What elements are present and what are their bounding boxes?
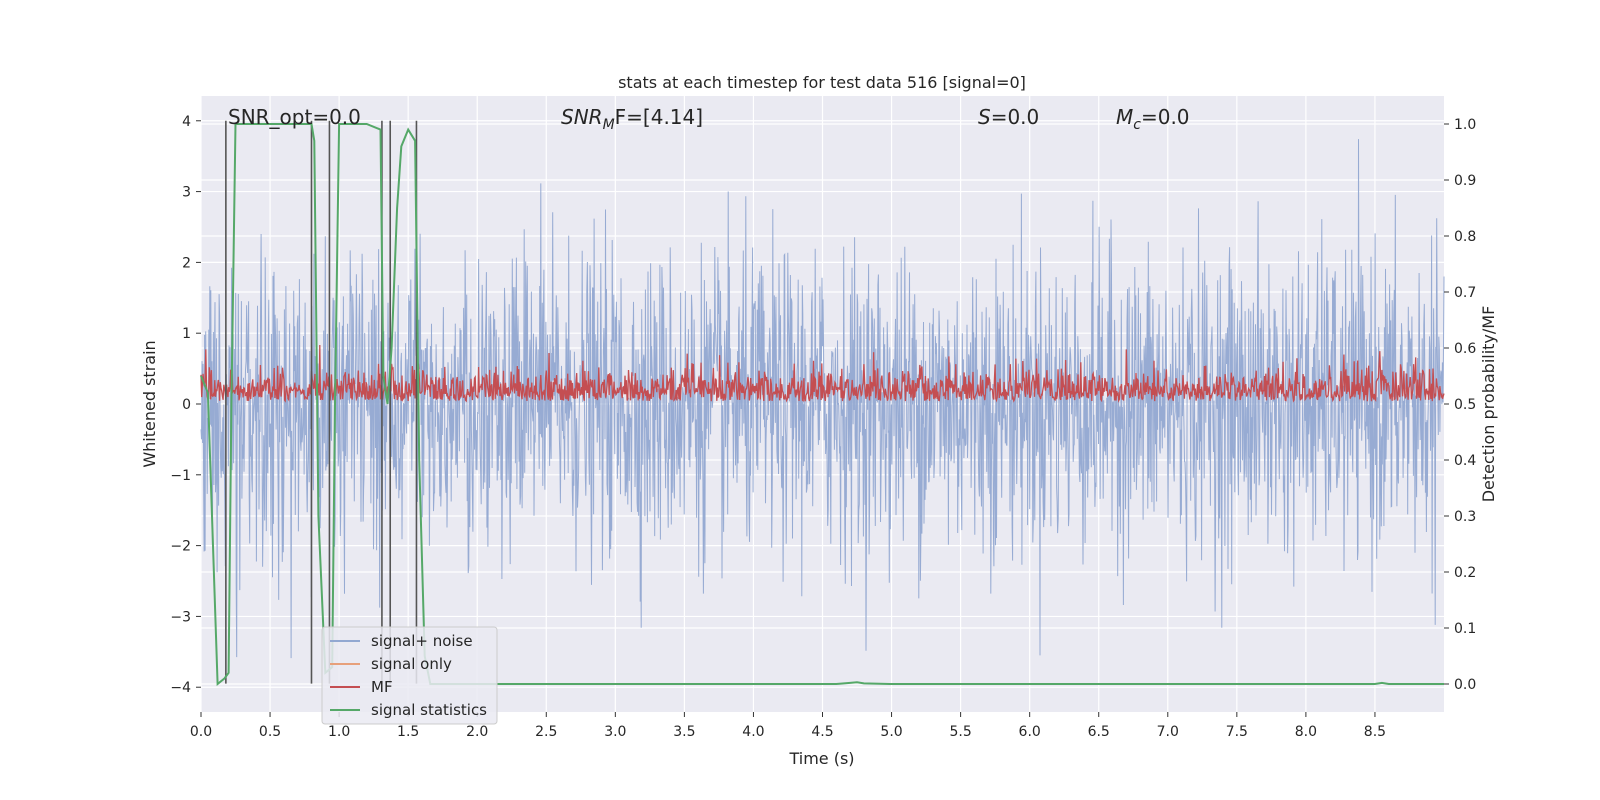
x-tick-label: 0.0 [190,724,212,740]
y-right-tick-label: 0.7 [1454,285,1476,301]
x-tick-label: 4.5 [811,724,833,740]
y-right-tick-label: 0.5 [1454,397,1476,413]
x-tick-label: 7.5 [1226,724,1248,740]
y-left-tick-label: −1 [170,468,191,484]
annotation-snr-mf-sub: M [603,117,615,133]
series-mf [200,344,1445,403]
legend-label-signal-statistics: signal statistics [371,701,487,719]
legend-label-signal-noise: signal+ noise [371,632,473,650]
x-axis-label: Time (s) [788,749,854,768]
legend-label-signal-only: signal only [371,655,452,673]
annotation-snr-mf-rest: F=[4.14] [615,105,703,129]
x-tick-label: 4.0 [742,724,764,740]
y-left-tick-label: −4 [170,680,191,696]
annotation-s-var: S [978,105,991,129]
y-axis-label-left: Whitened strain [140,340,159,467]
y-left-tick-label: 4 [182,114,191,130]
x-tick-label: 8.5 [1364,724,1386,740]
x-tick-label: 6.5 [1088,724,1110,740]
series-signal-noise [200,139,1445,659]
y-right-tick-label: 0.3 [1454,509,1476,525]
x-tick-label: 7.0 [1157,724,1179,740]
y-left-tick-label: 3 [182,185,191,201]
legend: signal+ noise signal only MF signal stat… [321,626,498,725]
grid [200,96,1444,712]
x-tick-label: 2.0 [466,724,488,740]
annotation-snr-mf-main: SNR [561,105,603,129]
x-tick-label: 1.0 [328,724,350,740]
noise-trace [200,139,1445,659]
x-tick-label: 3.0 [604,724,626,740]
x-tick-label: 8.0 [1295,724,1317,740]
annotation-mc-sub: c [1133,117,1141,133]
chart-title: stats at each timestep for test data 516… [618,73,1026,92]
y-right-tick-label: 0.0 [1454,677,1476,693]
x-tick-label: 1.5 [397,724,419,740]
y-right-tick-label: 0.1 [1454,621,1476,637]
y-right-tick-label: 1.0 [1454,117,1476,133]
legend-box [321,626,498,725]
y-left-tick-label: 1 [182,326,191,342]
annotation-snr-opt: SNR_opt=0.0 [228,105,361,129]
y-right-tick-label: 0.8 [1454,229,1476,245]
annotation-s: S=0.0 [978,105,1039,129]
y-left-tick-label: −3 [170,609,191,625]
annotation-mc-var: M [1116,105,1133,129]
x-tick-label: 5.0 [880,724,902,740]
legend-label-mf: MF [371,678,393,696]
y-right-tick-label: 0.9 [1454,173,1476,189]
x-tick-label: 3.5 [673,724,695,740]
annotation-mc-value: =0.0 [1141,105,1190,129]
y-left-tick-label: 2 [182,255,191,271]
y-right-tick-label: 0.2 [1454,565,1476,581]
mf-trace [200,344,1445,403]
y-left-tick-label: 0 [182,397,191,413]
tick-labels: 0.0 0.5 1.0 1.5 2.0 2.5 3.0 3.5 4.0 4.5 5.0 5.5 6.0 6… [170,114,1476,740]
y-left-tick-label: −2 [170,539,191,555]
series-signal-statistics [200,123,1444,687]
x-tick-label: 2.5 [535,724,557,740]
annotation-s-value: =0.0 [991,105,1040,129]
x-tick-label: 5.5 [949,724,971,740]
y-right-tick-label: 0.6 [1454,341,1476,357]
annotation-snr-mf: SNRMF=[4.14] [561,105,703,133]
annotation-mc: Mc=0.0 [1116,105,1190,133]
signal-statistics-line [200,123,1444,687]
x-tick-label: 6.0 [1019,724,1041,740]
y-right-tick-label: 0.4 [1454,453,1476,469]
x-tick-label: 0.5 [259,724,281,740]
y-axis-label-right: Detection probability/MF [1479,306,1498,503]
